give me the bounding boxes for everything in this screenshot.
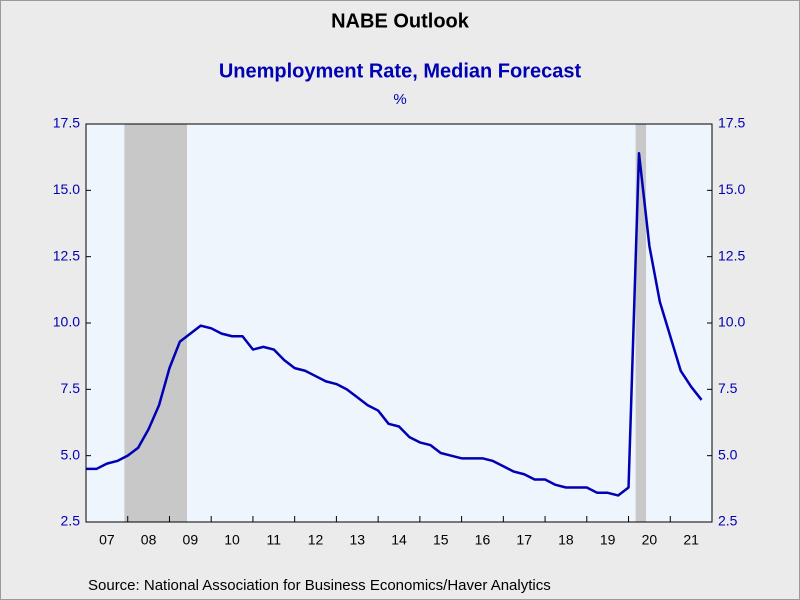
chart-title: NABE Outlook	[331, 10, 470, 32]
shaded-period	[635, 124, 647, 522]
x-tick-label: 09	[183, 532, 199, 548]
x-tick-label: 13	[349, 532, 365, 548]
chart-subtitle: Unemployment Rate, Median Forecast	[219, 60, 582, 82]
x-tick-label: 14	[391, 532, 407, 548]
data-line	[86, 151, 703, 497]
x-tick-label: 11	[267, 532, 282, 548]
y2-tick-label: 5.0	[718, 446, 738, 462]
x-tick-label: 21	[683, 532, 699, 548]
x-tick-label: 17	[516, 532, 532, 548]
x-tick-label: 15	[433, 532, 449, 548]
x-tick-label: 18	[558, 532, 574, 548]
y-tick-label: 2.5	[61, 513, 81, 529]
y-tick-label: 7.5	[61, 380, 81, 396]
y2-tick-label: 12.5	[718, 247, 745, 263]
y2-tick-label: 17.5	[718, 115, 745, 131]
y-tick-label: 10.0	[53, 314, 80, 330]
x-tick-label: 07	[99, 532, 115, 548]
y2-tick-label: 2.5	[718, 513, 738, 529]
y2-tick-label: 15.0	[718, 181, 745, 197]
source-note: Source: National Association for Busines…	[88, 577, 551, 594]
y-tick-label: 12.5	[53, 247, 80, 263]
y-tick-label: 15.0	[53, 181, 80, 197]
x-tick-label: 12	[308, 532, 324, 548]
x-tick-label: 10	[224, 532, 240, 548]
y-tick-label: 17.5	[53, 115, 80, 131]
y2-tick-label: 10.0	[718, 314, 745, 330]
x-tick-label: 16	[475, 532, 491, 548]
x-tick-label: 08	[141, 532, 157, 548]
y-tick-label: 5.0	[61, 446, 81, 462]
y2-tick-label: 7.5	[718, 380, 738, 396]
plot-area	[86, 124, 712, 522]
x-tick-label: 19	[600, 532, 616, 548]
x-tick-label: 20	[642, 532, 658, 548]
plot-layer	[86, 124, 703, 522]
y-axis-label: %	[393, 91, 406, 108]
shaded-period	[124, 124, 187, 522]
